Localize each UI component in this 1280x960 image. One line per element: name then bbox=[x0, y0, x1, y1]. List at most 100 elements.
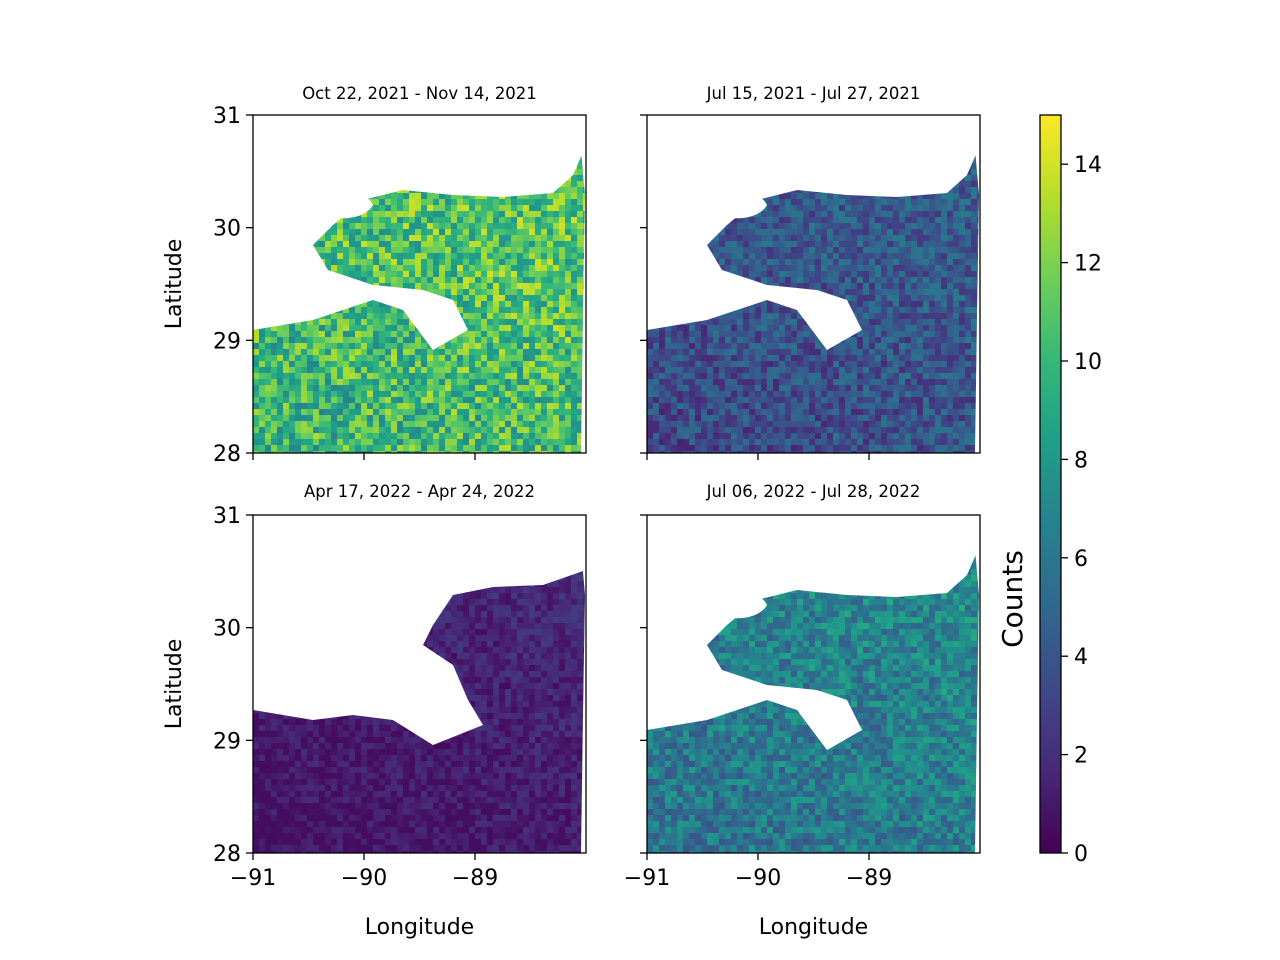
heatmap-cell bbox=[827, 277, 833, 283]
heatmap-cell bbox=[259, 373, 265, 379]
heatmap-cell bbox=[499, 331, 505, 337]
heatmap-cell bbox=[505, 217, 511, 223]
heatmap-cell bbox=[535, 337, 541, 343]
heatmap-cell bbox=[863, 289, 869, 295]
heatmap-cell bbox=[487, 403, 493, 409]
heatmap-cell bbox=[403, 235, 409, 241]
heatmap-cell bbox=[307, 337, 313, 343]
heatmap-cell bbox=[971, 187, 977, 193]
heatmap-cell bbox=[523, 337, 529, 343]
heatmap-cell bbox=[361, 373, 367, 379]
heatmap-cell bbox=[541, 385, 547, 391]
heatmap-cell bbox=[935, 217, 941, 223]
heatmap-cell bbox=[833, 211, 839, 217]
heatmap-cell bbox=[749, 241, 755, 247]
heatmap-cell bbox=[529, 367, 535, 373]
heatmap-cell bbox=[505, 301, 511, 307]
heatmap-cell bbox=[559, 289, 565, 295]
heatmap-cell bbox=[283, 409, 289, 415]
heatmap-cell bbox=[505, 319, 511, 325]
heatmap-cell bbox=[941, 253, 947, 259]
heatmap-cell bbox=[445, 391, 451, 397]
heatmap-cell bbox=[361, 343, 367, 349]
heatmap-cell bbox=[869, 241, 875, 247]
heatmap-cell bbox=[433, 433, 439, 439]
heatmap-cell bbox=[427, 247, 433, 253]
heatmap-cell bbox=[271, 343, 277, 349]
heatmap-cell bbox=[427, 385, 433, 391]
heatmap-cell bbox=[565, 241, 571, 247]
heatmap-cell bbox=[403, 385, 409, 391]
heatmap-cell bbox=[457, 361, 463, 367]
heatmap-cell bbox=[451, 235, 457, 241]
heatmap-cell bbox=[529, 409, 535, 415]
heatmap-cell bbox=[911, 217, 917, 223]
heatmap-cell bbox=[463, 397, 469, 403]
heatmap-cell bbox=[553, 313, 559, 319]
heatmap-cell bbox=[379, 247, 385, 253]
heatmap-cell bbox=[935, 211, 941, 217]
heatmap-cell bbox=[529, 445, 535, 451]
heatmap-cell bbox=[887, 289, 893, 295]
heatmap-cell bbox=[331, 409, 337, 415]
heatmap-cell bbox=[959, 223, 965, 229]
heatmap-cell bbox=[403, 283, 409, 289]
heatmap-cell bbox=[385, 361, 391, 367]
heatmap-cell bbox=[857, 289, 863, 295]
heatmap-cell bbox=[331, 337, 337, 343]
heatmap-cell bbox=[529, 337, 535, 343]
heatmap-cell bbox=[947, 289, 953, 295]
heatmap-cell bbox=[475, 421, 481, 427]
heatmap-cell bbox=[409, 199, 415, 205]
heatmap-cell bbox=[439, 229, 445, 235]
heatmap-cell bbox=[935, 265, 941, 271]
heatmap-cell bbox=[361, 337, 367, 343]
heatmap-cell bbox=[433, 193, 439, 199]
heatmap-cell bbox=[917, 253, 923, 259]
heatmap-cell bbox=[391, 307, 397, 313]
heatmap-cell bbox=[833, 259, 839, 265]
heatmap-cell bbox=[749, 265, 755, 271]
heatmap-cell bbox=[577, 349, 583, 355]
heatmap-cell bbox=[373, 241, 379, 247]
heatmap-cell bbox=[445, 277, 451, 283]
heatmap-cell bbox=[283, 337, 289, 343]
heatmap-cell bbox=[379, 367, 385, 373]
heatmap-cell bbox=[875, 277, 881, 283]
heatmap-cell bbox=[331, 223, 337, 229]
heatmap-cell bbox=[319, 433, 325, 439]
heatmap-cell bbox=[917, 229, 923, 235]
heatmap-cell bbox=[725, 253, 731, 259]
heatmap-cell bbox=[571, 277, 577, 283]
heatmap-cell bbox=[373, 277, 379, 283]
heatmap-cell bbox=[331, 433, 337, 439]
heatmap-cell bbox=[301, 433, 307, 439]
heatmap-cell bbox=[547, 193, 553, 199]
heatmap-cell bbox=[887, 229, 893, 235]
heatmap-cell bbox=[415, 253, 421, 259]
heatmap-cell bbox=[767, 253, 773, 259]
heatmap-cell bbox=[571, 313, 577, 319]
heatmap-cell bbox=[403, 223, 409, 229]
heatmap-cell bbox=[977, 187, 980, 193]
heatmap-cell bbox=[397, 361, 403, 367]
heatmap-cell bbox=[427, 253, 433, 259]
heatmap-cell bbox=[737, 223, 743, 229]
heatmap-cell bbox=[559, 433, 565, 439]
heatmap-cell bbox=[451, 439, 457, 445]
heatmap-cell bbox=[259, 433, 265, 439]
heatmap-cell bbox=[265, 373, 271, 379]
heatmap-cell bbox=[529, 295, 535, 301]
heatmap-cell bbox=[517, 247, 523, 253]
heatmap-cell bbox=[953, 205, 959, 211]
heatmap-cell bbox=[475, 343, 481, 349]
heatmap-cell bbox=[427, 193, 433, 199]
heatmap-cell bbox=[397, 415, 403, 421]
heatmap-cell bbox=[493, 277, 499, 283]
heatmap-cell bbox=[397, 439, 403, 445]
heatmap-cell bbox=[845, 283, 851, 289]
heatmap-cell bbox=[463, 307, 469, 313]
heatmap-cell bbox=[923, 247, 929, 253]
heatmap-cell bbox=[565, 355, 571, 361]
heatmap-cell bbox=[791, 247, 797, 253]
